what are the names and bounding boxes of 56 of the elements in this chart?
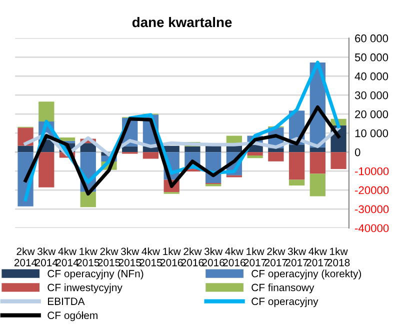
chart-title: dane kwartalne	[132, 16, 232, 28]
legend-label: CF finansowy	[252, 284, 314, 294]
bar	[80, 192, 96, 208]
bar	[59, 137, 76, 141]
x-tick-label: 4kw 2017	[306, 247, 329, 266]
bar	[310, 152, 326, 174]
bar	[247, 155, 263, 158]
x-tick-label: 3kw 2014	[35, 247, 58, 266]
legend-label: EBITDA	[48, 298, 85, 305]
y-tick-label: 0	[354, 148, 360, 156]
bar	[288, 152, 305, 180]
x-tick-label: 1kw 2016	[160, 247, 183, 266]
x-tick-label: 1kw 2017	[244, 247, 266, 266]
y-tick-label: -10000	[355, 167, 389, 176]
bar	[268, 148, 284, 152]
x-tick-label: 1kw 2018	[327, 247, 350, 266]
y-tick-label: 50 000	[354, 53, 388, 62]
bar	[38, 152, 54, 188]
x-tick-label: 2kw 2015	[98, 247, 120, 266]
bar	[247, 152, 263, 156]
y-tick-label: 60 000	[355, 34, 388, 42]
legend-label: CF operacyjny (NFn)	[48, 270, 144, 280]
y-tick-label: 20 000	[355, 110, 388, 118]
bar	[288, 144, 305, 152]
bar	[330, 152, 346, 169]
x-tick-label: 2kw 2014	[14, 247, 37, 266]
y-tick-label: -40000	[355, 224, 389, 232]
y-tick-label: 10 000	[355, 129, 388, 138]
legend-label: CF inwestycyjny	[48, 284, 122, 294]
y-tick-label: -30000	[355, 205, 389, 214]
x-tick-label: 3kw 2017	[286, 247, 308, 266]
x-tick-label: 3kw 2016	[202, 247, 224, 266]
x-tick-label: 1kw 2015	[77, 247, 100, 266]
x-tick-label: 4kw 2014	[56, 247, 79, 266]
x-tick-label: 4kw 2015	[140, 247, 162, 266]
bar	[310, 174, 326, 196]
bar	[142, 152, 159, 159]
y-tick-label: 30 000	[354, 91, 388, 100]
bar	[310, 147, 326, 152]
bar	[122, 146, 138, 152]
legend-label: CF operacyjny	[252, 297, 318, 308]
bar	[184, 146, 200, 152]
bar	[288, 180, 305, 186]
x-tick-label: 4kw 2016	[223, 247, 246, 266]
y-tick-label: 40 000	[354, 72, 388, 80]
bar	[18, 146, 34, 152]
legend-label: CF operacyjny (korekty)	[252, 270, 362, 280]
y-tick-label: -20000	[355, 186, 389, 194]
x-tick-label: 3kw 2015	[118, 247, 142, 266]
legend-label: CF ogółem	[48, 311, 98, 322]
bar	[268, 152, 284, 162]
bar	[164, 146, 180, 152]
bar	[38, 102, 54, 122]
x-tick-label: 2kw 2017	[264, 247, 287, 266]
line-series	[24, 105, 340, 196]
x-tick-label: 2kw 2016	[181, 247, 204, 266]
